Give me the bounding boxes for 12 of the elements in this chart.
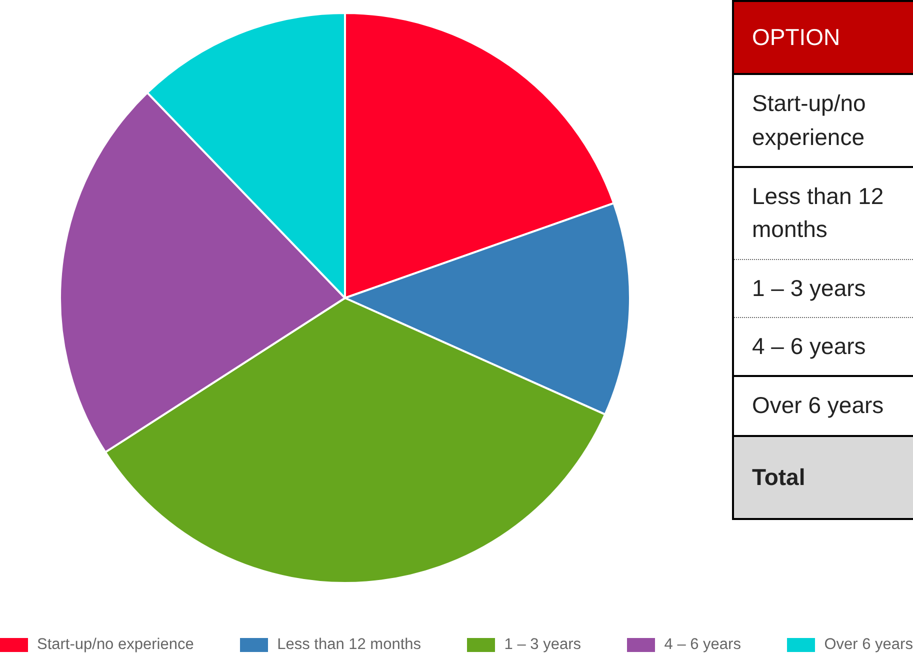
text: Total [733,436,913,520]
legend-label: Over 6 years [823,636,913,654]
legend-label: 4 – 6 years [663,636,741,654]
category-label: Less than 12 months [752,183,884,242]
category-label: 4 – 6 years [752,333,866,360]
category-label: Over 6 years [752,392,884,418]
slice-label: Start-up/no experience [733,74,913,168]
legend-label: Start-up/no experience [36,636,194,654]
legend-label: 1 – 3 years [503,636,581,654]
text: OPTION [733,1,913,74]
legend-label: Less than 12 months [276,636,422,654]
category-label: 1 – 3 years [752,274,866,301]
